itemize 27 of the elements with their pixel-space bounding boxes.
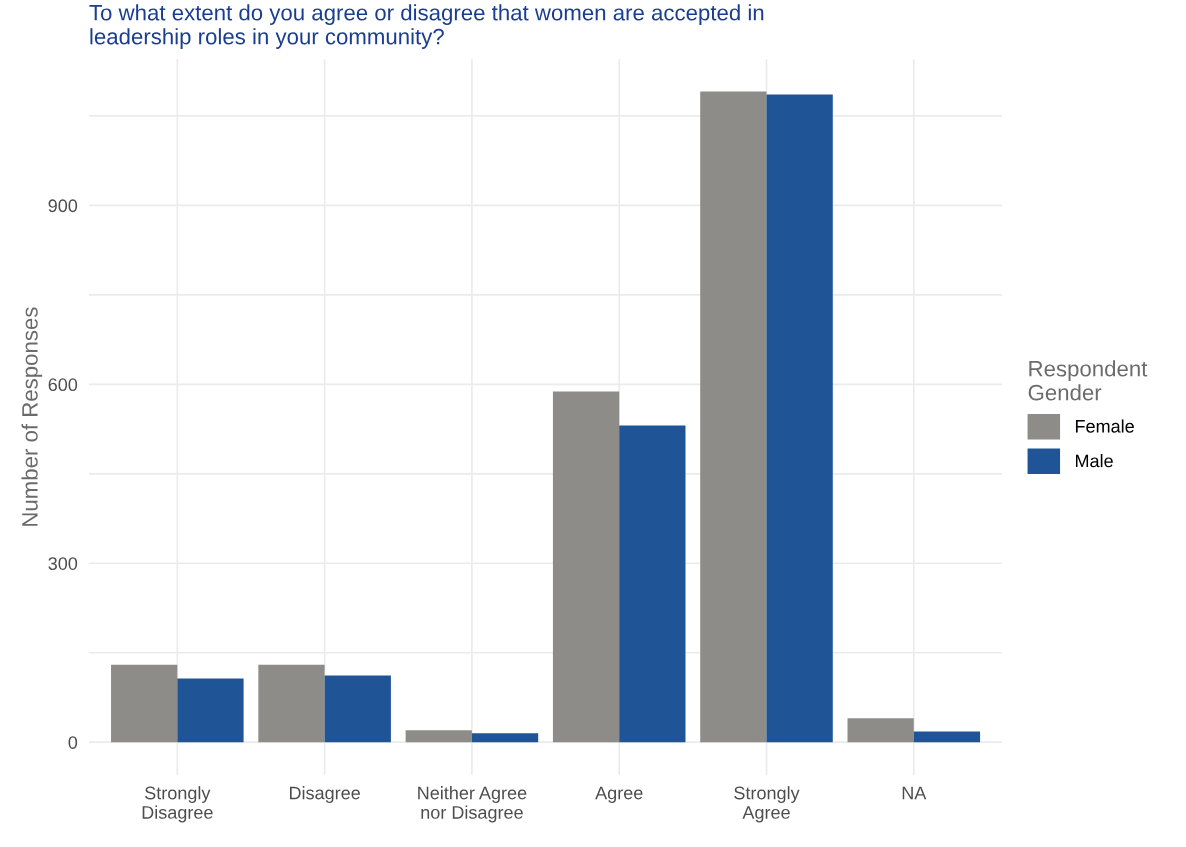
x-tick-label: Disagree <box>289 786 360 803</box>
legend-label: Male <box>1075 454 1113 468</box>
bar <box>847 718 914 743</box>
legend-title: Respondent Gender <box>1028 360 1148 401</box>
y-tick-label: 0 <box>68 736 78 749</box>
bar <box>471 733 539 743</box>
bar <box>766 94 833 743</box>
y-axis-title: Number of Responses <box>21 307 43 526</box>
y-tick-label: 300 <box>48 557 78 570</box>
x-tick-label: NA <box>902 786 927 800</box>
bar <box>913 731 981 743</box>
x-tick-label: Strongly Agree <box>734 786 800 823</box>
bar <box>324 675 391 743</box>
chart-title: To what extent do you agree or disagree that women are accepted in leadership roles in your community? <box>89 4 764 49</box>
x-tick-label: Strongly Disagree <box>142 786 213 823</box>
y-tick-label: 600 <box>48 378 78 392</box>
bar <box>619 425 686 743</box>
y-tick-label: 900 <box>48 199 78 213</box>
bar <box>405 730 472 743</box>
legend-label: Female <box>1075 419 1134 433</box>
bar <box>700 91 767 743</box>
bar <box>111 664 178 743</box>
bar <box>552 391 620 743</box>
bar <box>177 678 244 743</box>
x-tick-label: Neither Agree nor Disagree <box>418 786 527 823</box>
bar <box>258 664 325 743</box>
x-tick-label: Agree <box>595 786 643 803</box>
